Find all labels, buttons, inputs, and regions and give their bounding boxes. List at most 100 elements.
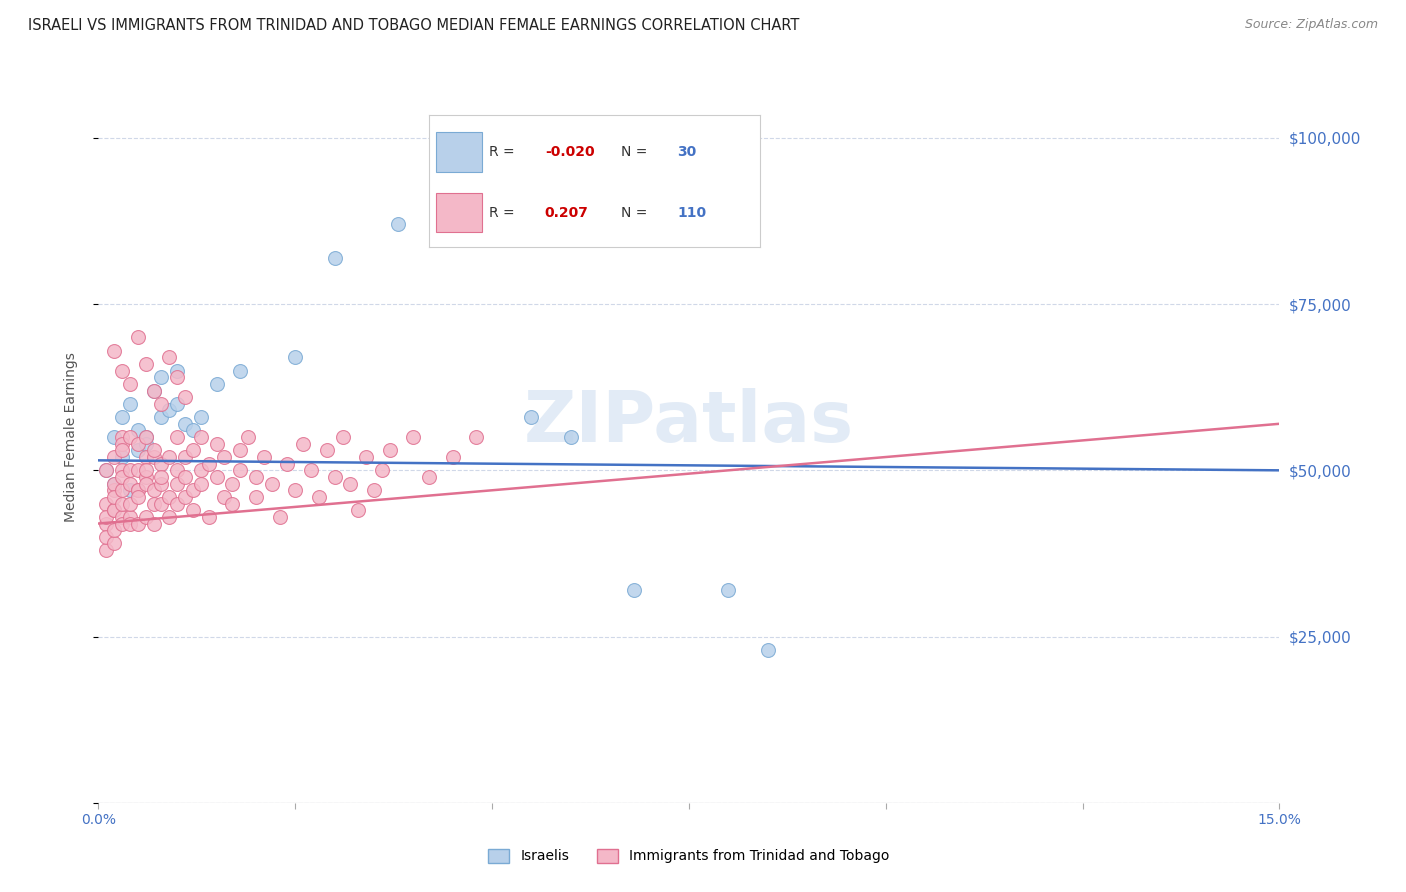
Point [118,463,141,477]
Point [118,430,141,444]
Point [315,443,337,458]
Point [276,457,298,471]
Point [142,497,165,511]
Point [205,376,228,391]
Point [190,463,212,477]
Point [103,343,125,358]
Text: Source: ZipAtlas.com: Source: ZipAtlas.com [1244,18,1378,31]
Point [135,509,157,524]
Point [127,483,149,498]
Point [96,497,118,511]
Point [245,470,267,484]
Point [308,490,330,504]
Point [378,443,401,458]
Point [269,509,291,524]
Point [118,483,141,498]
Point [205,436,228,450]
Point [150,370,173,384]
Point [214,450,236,464]
Point [284,351,307,365]
Point [135,476,157,491]
Point [118,497,141,511]
Point [111,363,134,377]
Point [190,430,212,444]
Point [127,330,149,344]
Point [166,363,188,377]
Point [174,470,197,484]
Point [332,430,354,444]
Point [229,363,252,377]
Point [181,483,204,498]
Point [96,516,118,531]
Point [142,384,165,398]
Point [111,497,134,511]
Point [135,470,157,484]
Point [465,430,488,444]
Point [103,503,125,517]
Point [347,503,370,517]
Point [127,424,149,438]
Point [103,450,125,464]
Point [127,463,149,477]
Point [174,450,197,464]
Point [96,509,118,524]
Point [174,490,197,504]
Point [111,483,134,498]
Point [142,516,165,531]
Point [142,483,165,498]
Point [150,410,173,425]
Point [142,443,165,458]
Point [284,483,307,498]
Point [560,430,582,444]
Y-axis label: Median Female Earnings: Median Female Earnings [63,352,77,522]
Point [150,476,173,491]
Point [103,523,125,537]
Point [111,430,134,444]
Point [142,450,165,464]
Point [221,497,243,511]
Point [190,476,212,491]
Point [118,509,141,524]
Point [118,516,141,531]
Point [135,430,157,444]
Point [127,436,149,450]
Point [135,436,157,450]
Point [111,410,134,425]
Point [229,463,252,477]
Point [205,470,228,484]
Point [181,443,204,458]
Point [441,450,464,464]
Legend: Israelis, Immigrants from Trinidad and Tobago: Israelis, Immigrants from Trinidad and T… [482,843,896,869]
Point [103,476,125,491]
Point [299,463,322,477]
Point [174,417,197,431]
Point [118,376,141,391]
Point [127,483,149,498]
Point [387,217,409,231]
Point [245,490,267,504]
Point [103,490,125,504]
Point [197,457,219,471]
Point [229,443,252,458]
Point [402,430,425,444]
Point [166,370,188,384]
Point [96,463,118,477]
Text: ISRAELI VS IMMIGRANTS FROM TRINIDAD AND TOBAGO MEDIAN FEMALE EARNINGS CORRELATIO: ISRAELI VS IMMIGRANTS FROM TRINIDAD AND … [28,18,800,33]
Point [418,470,440,484]
Point [371,463,394,477]
Point [111,516,134,531]
Point [111,463,134,477]
Point [96,543,118,558]
Point [111,470,134,484]
Point [127,516,149,531]
Point [157,490,180,504]
Point [111,443,134,458]
Point [103,503,125,517]
Point [166,476,188,491]
Point [363,483,385,498]
Point [236,430,259,444]
Text: ZIPatlas: ZIPatlas [524,388,853,457]
Point [292,436,315,450]
Point [135,430,157,444]
Point [756,643,779,657]
